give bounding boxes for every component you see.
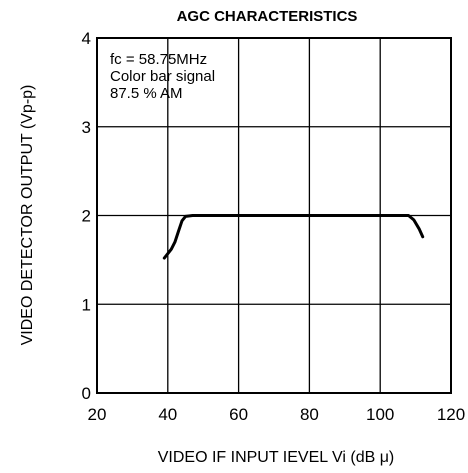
x-axis-label: VIDEO IF INPUT IEVEL Vi (dB μ) — [158, 449, 395, 466]
y-tick-label: 3 — [82, 118, 91, 137]
y-axis-label: VIDEO DETECTOR OUTPUT (Vp-p) — [19, 85, 36, 346]
y-tick-label: 2 — [82, 207, 91, 226]
chart-title: AGC CHARACTERISTICS — [177, 8, 358, 25]
x-tick-label: 40 — [158, 405, 177, 424]
plot-frame — [96, 37, 452, 394]
y-tick-label: 4 — [82, 29, 91, 48]
x-tick-label: 20 — [88, 405, 107, 424]
x-tick-labels: 20 40 60 80 100 120 — [88, 405, 466, 424]
x-tick-label: 120 — [437, 405, 465, 424]
x-tick-label: 80 — [300, 405, 319, 424]
x-tick-label: 100 — [366, 405, 394, 424]
annotation-frequency: fc = 58.75MHz — [110, 51, 207, 68]
x-tick-label: 60 — [229, 405, 248, 424]
annotation-modulation: 87.5 % AM — [110, 85, 183, 102]
series-line — [162, 214, 425, 260]
y-tick-label: 0 — [82, 384, 91, 403]
y-tick-label: 1 — [82, 295, 91, 314]
annotation-signal: Color bar signal — [110, 68, 215, 85]
y-tick-labels: 0 1 2 3 4 — [82, 29, 91, 403]
annotation-block: fc = 58.75MHz Color bar signal 87.5 % AM — [110, 51, 215, 102]
